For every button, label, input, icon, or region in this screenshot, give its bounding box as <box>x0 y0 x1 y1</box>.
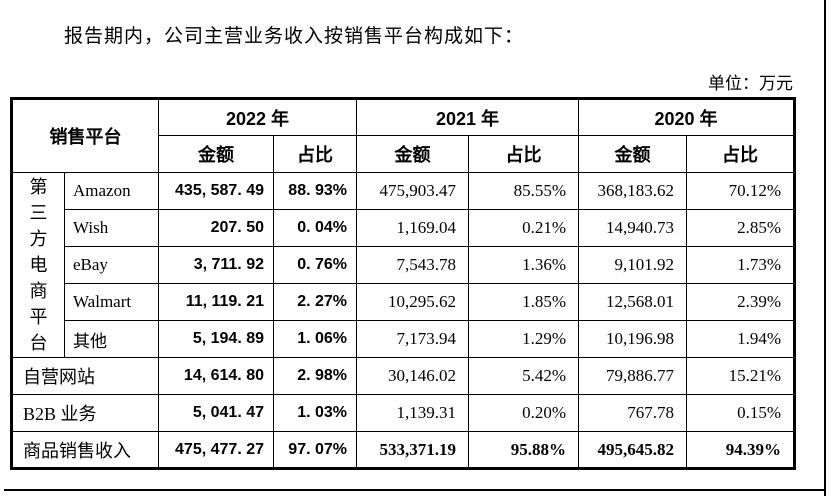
ratio-cell: 2. 98% <box>272 357 358 395</box>
amount-cell: 475,903.47 <box>356 172 470 210</box>
row-label: B2B 业务 <box>11 394 159 432</box>
table-row-wish: Wish 207. 50 0. 04% 1,169.04 0.21% 14,94… <box>12 209 796 247</box>
header-row-metrics: 金额 占比 金额 占比 金额 占比 <box>12 135 796 173</box>
ratio-cell: 97. 07% <box>272 431 358 469</box>
platform-label: Amazon <box>64 172 159 210</box>
ratio-cell: 0.15% <box>686 394 796 432</box>
amount-cell: 7,173.94 <box>356 320 470 358</box>
amount-cell: 767.78 <box>578 394 688 432</box>
amount-cell: 533,371.19 <box>356 431 470 469</box>
row-label: 商品销售收入 <box>11 431 159 469</box>
header-ratio-2021: 占比 <box>468 135 580 173</box>
table-row-total-goods-sales: 商品销售收入 475, 477. 27 97. 07% 533,371.19 9… <box>11 431 796 469</box>
amount-cell: 475, 477. 27 <box>158 431 274 469</box>
amount-cell: 14,940.73 <box>578 209 688 247</box>
unit-label: 单位：万元 <box>708 74 793 93</box>
ratio-cell: 0. 76% <box>272 246 358 284</box>
amount-cell: 1,169.04 <box>356 209 470 247</box>
amount-cell: 1,139.31 <box>356 394 470 432</box>
ratio-cell: 1.94% <box>686 320 796 358</box>
amount-cell: 10,295.62 <box>356 283 470 321</box>
header-sales-platform: 销售平台 <box>11 98 159 173</box>
table-row-walmart: Walmart 11, 119. 21 2. 27% 10,295.62 1.8… <box>12 283 796 321</box>
amount-cell: 30,146.02 <box>356 357 470 395</box>
table-row-amazon: 第 三 方 电 商 平 台 Amazon 435, 587. 49 88. 93… <box>11 172 796 358</box>
header-year-2020: 2020 年 <box>578 98 796 136</box>
ratio-cell: 2.39% <box>686 283 796 321</box>
amount-cell: 368,183.62 <box>578 172 688 210</box>
header-amount-2021: 金额 <box>356 135 470 173</box>
ratio-cell: 85.55% <box>468 172 580 210</box>
sales-platform-table: 销售平台 2022 年 2021 年 2020 年 金额 占比 金额 占比 金额… <box>10 97 797 470</box>
ratio-cell: 0.20% <box>468 394 580 432</box>
header-row-years: 销售平台 2022 年 2021 年 2020 年 <box>11 98 796 173</box>
ratio-cell: 1.29% <box>468 320 580 358</box>
ratio-cell: 1.73% <box>686 246 796 284</box>
ratio-cell: 2.85% <box>686 209 796 247</box>
platform-label: 其他 <box>64 320 159 358</box>
table-row-other: 其他 5, 194. 89 1. 06% 7,173.94 1.29% 10,1… <box>12 320 796 358</box>
platform-label: eBay <box>64 246 159 284</box>
amount-cell: 207. 50 <box>158 209 274 247</box>
amount-cell: 12,568.01 <box>578 283 688 321</box>
amount-cell: 10,196.98 <box>578 320 688 358</box>
amount-cell: 7,543.78 <box>356 246 470 284</box>
row-label: 自营网站 <box>11 357 159 395</box>
ratio-cell: 0.21% <box>468 209 580 247</box>
header-year-2021: 2021 年 <box>356 98 580 136</box>
ratio-cell: 95.88% <box>468 431 580 469</box>
ratio-cell: 88. 93% <box>272 172 358 210</box>
header-ratio-2020: 占比 <box>686 135 796 173</box>
ratio-cell: 0. 04% <box>272 209 358 247</box>
header-amount-2020: 金额 <box>578 135 688 173</box>
amount-cell: 5, 041. 47 <box>158 394 274 432</box>
amount-cell: 495,645.82 <box>578 431 688 469</box>
ratio-cell: 70.12% <box>686 172 796 210</box>
ratio-cell: 15.21% <box>686 357 796 395</box>
ratio-cell: 5.42% <box>468 357 580 395</box>
amount-cell: 435, 587. 49 <box>158 172 274 210</box>
ratio-cell: 1.36% <box>468 246 580 284</box>
amount-cell: 79,886.77 <box>578 357 688 395</box>
header-year-2022: 2022 年 <box>157 98 358 136</box>
ratio-cell: 94.39% <box>686 431 796 469</box>
intro-text: 报告期内，公司主营业务收入按销售平台构成如下： <box>64 26 525 47</box>
table-row-ebay: eBay 3, 711. 92 0. 76% 7,543.78 1.36% 9,… <box>12 246 796 284</box>
ratio-cell: 2. 27% <box>272 283 358 321</box>
platform-label: Wish <box>64 209 159 247</box>
page-frame-right-border <box>824 0 826 496</box>
group-label-third-party-platform: 第 三 方 电 商 平 台 <box>11 172 65 358</box>
amount-cell: 11, 119. 21 <box>158 283 274 321</box>
table-row-own-website: 自营网站 14, 614. 80 2. 98% 30,146.02 5.42% … <box>11 357 796 395</box>
ratio-cell: 1. 03% <box>272 394 358 432</box>
header-amount-2022: 金额 <box>158 135 274 173</box>
table-row-b2b: B2B 业务 5, 041. 47 1. 03% 1,139.31 0.20% … <box>11 394 796 432</box>
platform-label: Walmart <box>64 283 159 321</box>
amount-cell: 3, 711. 92 <box>158 246 274 284</box>
ratio-cell: 1. 06% <box>272 320 358 358</box>
page-frame-bottom-border <box>4 489 826 491</box>
amount-cell: 5, 194. 89 <box>158 320 274 358</box>
ratio-cell: 1.85% <box>468 283 580 321</box>
amount-cell: 14, 614. 80 <box>158 357 274 395</box>
amount-cell: 9,101.92 <box>578 246 688 284</box>
header-ratio-2022: 占比 <box>272 135 358 173</box>
